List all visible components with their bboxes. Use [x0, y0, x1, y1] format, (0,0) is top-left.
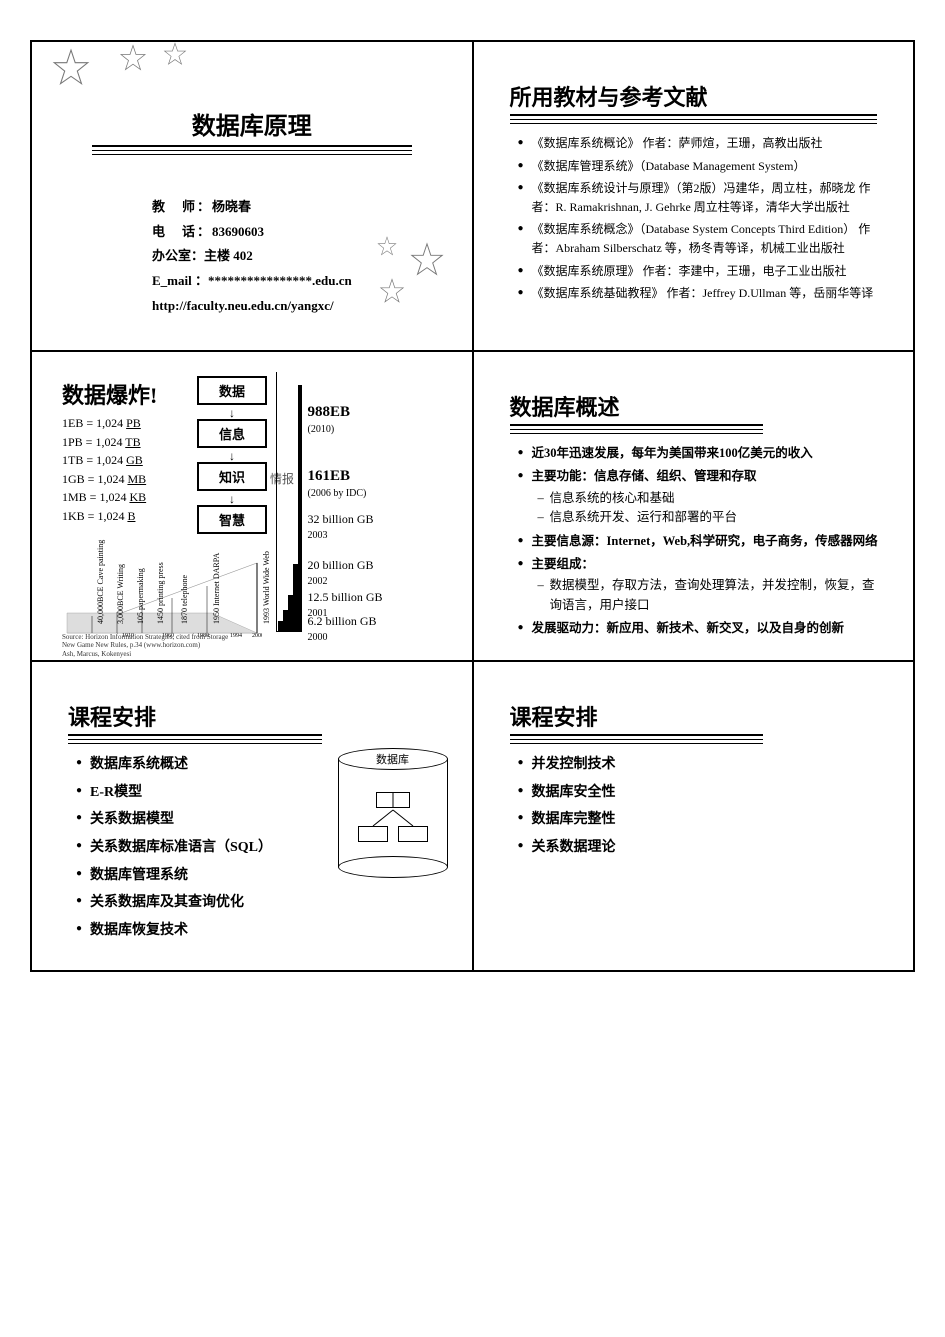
chart-annotation: 6.2 billion GB2000: [308, 614, 377, 644]
refs-title: 所用教材与参考文献: [510, 80, 884, 112]
faculty-url: http://faculty.neu.edu.cn/yangxc/: [152, 298, 334, 313]
growth-chart: [276, 372, 302, 632]
instructor-label: 教 师：: [152, 199, 212, 214]
timeline-label: 105 papermaking: [136, 568, 145, 624]
slide-2: 所用教材与参考文献 《数据库系统概论》 作者：萨师煊，王珊，高教出版社《数据库管…: [473, 41, 915, 351]
ref-item: 《数据库系统基础教程》 作者：Jeffrey D.Ullman 等，岳丽华等译: [518, 284, 884, 303]
star-icon: [408, 242, 446, 280]
overview-list: 近30年迅速发展，每年为美国带来100亿美元的收入主要功能：信息存储、组织、管理…: [518, 444, 884, 638]
down-arrow-icon: ↓: [197, 493, 267, 505]
svg-text:2000: 2000: [252, 633, 262, 638]
email-value: ****************.edu.cn: [208, 273, 352, 288]
overview-title: 数据库概述: [510, 390, 884, 422]
unit-def: 1EB = 1,024 PB: [62, 414, 146, 433]
overview-item: 发展驱动力：新应用、新技术、新交叉，以及自身的创新: [518, 619, 884, 638]
database-diagram: 数据库: [338, 748, 448, 878]
unit-def: 1TB = 1,024 GB: [62, 451, 146, 470]
pyramid-box: 知识: [197, 462, 267, 491]
overview-subitem: 信息系统开发、运行和部署的平台: [536, 508, 884, 527]
schedule-item: 数据库安全性: [518, 782, 884, 804]
timeline-label: 1950 Internet DARPA: [212, 553, 221, 624]
schedule-list-2: 并发控制技术数据库安全性数据库完整性关系数据理论: [518, 754, 884, 859]
ref-item: 《数据库系统概论》 作者：萨师煊，王珊，高教出版社: [518, 134, 884, 153]
email-label: E_mail ：: [152, 273, 208, 288]
schedule-item: 数据库完整性: [518, 809, 884, 831]
timeline-label: 3,000BCE Writing: [116, 564, 125, 624]
chart-annotation: 32 billion GB2003: [308, 512, 374, 542]
slide-3: 数据爆炸! 1EB = 1,024 PB1PB = 1,024 TB1TB = …: [31, 351, 473, 661]
section-rule: [510, 424, 764, 434]
pyramid-box: 智慧: [197, 505, 267, 534]
unit-def: 1MB = 1,024 KB: [62, 488, 146, 507]
schedule-item: 数据库恢复技术: [76, 920, 442, 942]
slide-5: 课程安排 数据库系统概述E-R模型关系数据模型关系数据库标准语言（SQL）数据库…: [31, 661, 473, 971]
office-label: 办公室：: [152, 248, 204, 263]
refs-list: 《数据库系统概论》 作者：萨师煊，王珊，高教出版社《数据库管理系统》（Datab…: [518, 134, 884, 303]
title-rule: [92, 145, 412, 155]
unit-def: 1KB = 1,024 B: [62, 507, 146, 526]
slide-4: 数据库概述 近30年迅速发展，每年为美国带来100亿美元的收入主要功能：信息存储…: [473, 351, 915, 661]
slide-grid: 数据库原理 教 师：杨晓春 电 话：83690603 办公室：主楼 402 E_…: [30, 40, 915, 972]
phone-value: 83690603: [212, 224, 264, 239]
down-arrow-icon: ↓: [197, 407, 267, 419]
db-label: 数据库: [338, 751, 448, 767]
timeline-label: 40,000BCE Cave painting: [96, 540, 105, 624]
schedule-item: 关系数据理论: [518, 837, 884, 859]
course-title: 数据库原理: [62, 106, 442, 141]
overview-subitem: 数据模型，存取方法，查询处理算法，并发控制，恢复，查询语言，用户接口: [536, 576, 884, 615]
section-rule: [68, 734, 322, 744]
unit-definitions: 1EB = 1,024 PB1PB = 1,024 TB1TB = 1,024 …: [62, 414, 146, 526]
ref-item: 《数据库系统原理》 作者：李建中，王珊，电子工业出版社: [518, 262, 884, 281]
chart-annotation: 988EB(2010): [308, 404, 351, 436]
schedule-title-2: 课程安排: [510, 700, 884, 732]
pyramid-box: 信息: [197, 419, 267, 448]
chart-source: Source: Horizon Information Strategies, …: [62, 633, 242, 658]
office-value: 主楼 402: [204, 248, 253, 263]
overview-item: 近30年迅速发展，每年为美国带来100亿美元的收入: [518, 444, 884, 463]
chart-annotation: 20 billion GB2002: [308, 558, 374, 588]
down-arrow-icon: ↓: [197, 450, 267, 462]
phone-label: 电 话：: [152, 224, 212, 239]
section-rule: [510, 734, 764, 744]
timeline-label: 1450 printing press: [156, 562, 165, 624]
overview-item: 主要功能：信息存储、组织、管理和存取信息系统的核心和基础信息系统开发、运行和部署…: [518, 467, 884, 527]
page: 数据库原理 教 师：杨晓春 电 话：83690603 办公室：主楼 402 E_…: [0, 0, 945, 1012]
ref-item: 《数据库系统概念》（Database System Concepts Third…: [518, 220, 884, 257]
star-icon: [118, 44, 148, 74]
unit-def: 1GB = 1,024 MB: [62, 470, 146, 489]
section-rule: [510, 114, 878, 124]
ref-item: 《数据库管理系统》（Database Management System）: [518, 157, 884, 176]
overview-item: 主要信息源：Internet，Web,科学研究，电子商务，传感器网络: [518, 532, 884, 551]
explosion-title: 数据爆炸!: [62, 378, 157, 410]
ref-item: 《数据库系统设计与原理》（第2版）冯建华，周立柱，郝晓龙 作者：R. Ramak…: [518, 179, 884, 216]
schedule-item: 关系数据库及其查询优化: [76, 892, 442, 914]
star-icon: [376, 236, 398, 258]
slide-1: 数据库原理 教 师：杨晓春 电 话：83690603 办公室：主楼 402 E_…: [31, 41, 473, 351]
slide-6: 课程安排 并发控制技术数据库安全性数据库完整性关系数据理论: [473, 661, 915, 971]
instructor-name: 杨晓春: [212, 199, 251, 214]
star-icon: [50, 48, 92, 90]
star-icon: [162, 42, 188, 68]
diagram-lines-icon: [338, 770, 448, 870]
timeline-label: 1993 World Wide Web: [262, 551, 271, 624]
unit-def: 1PB = 1,024 TB: [62, 433, 146, 452]
timeline-label: 1870 telephone: [180, 575, 189, 624]
chart-annotation: 161EB(2006 by IDC): [308, 468, 367, 500]
overview-subitem: 信息系统的核心和基础: [536, 489, 884, 508]
schedule-title-1: 课程安排: [68, 700, 442, 732]
pyramid-column: 数据↓信息↓知识↓智慧: [197, 376, 267, 538]
pyramid-box: 数据: [197, 376, 267, 405]
overview-item: 主要组成：数据模型，存取方法，查询处理算法，并发控制，恢复，查询语言，用户接口: [518, 555, 884, 615]
schedule-item: 并发控制技术: [518, 754, 884, 776]
star-icon: [378, 278, 406, 306]
